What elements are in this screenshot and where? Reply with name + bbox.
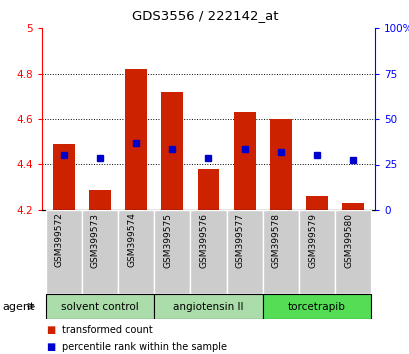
Text: GSM399573: GSM399573 — [91, 212, 100, 268]
Bar — [53, 144, 74, 210]
Text: ■: ■ — [46, 342, 55, 352]
Bar — [335, 210, 371, 294]
Text: GSM399577: GSM399577 — [235, 212, 244, 268]
Text: GSM399579: GSM399579 — [307, 212, 316, 268]
Bar — [161, 92, 183, 210]
Text: angiotensin II: angiotensin II — [173, 302, 243, 312]
Text: torcetrapib: torcetrapib — [288, 302, 345, 312]
Text: solvent control: solvent control — [61, 302, 139, 312]
Bar — [45, 294, 154, 319]
Bar — [262, 210, 298, 294]
Text: GSM399575: GSM399575 — [163, 212, 172, 268]
Text: GSM399574: GSM399574 — [127, 212, 136, 267]
Bar — [82, 210, 118, 294]
Text: transformed count: transformed count — [61, 325, 152, 335]
Bar — [190, 210, 226, 294]
Text: GSM399576: GSM399576 — [199, 212, 208, 268]
Bar — [89, 189, 110, 210]
Text: ■: ■ — [46, 325, 55, 335]
Text: GSM399578: GSM399578 — [271, 212, 280, 268]
Bar — [197, 169, 219, 210]
Bar — [154, 294, 262, 319]
Bar — [262, 294, 371, 319]
Bar — [270, 119, 291, 210]
Bar — [306, 196, 327, 210]
Bar — [233, 112, 255, 210]
Bar — [45, 210, 82, 294]
Text: GDS3556 / 222142_at: GDS3556 / 222142_at — [131, 9, 278, 22]
Text: percentile rank within the sample: percentile rank within the sample — [61, 342, 226, 352]
Text: agent: agent — [2, 302, 34, 312]
Bar — [154, 210, 190, 294]
Text: GSM399580: GSM399580 — [344, 212, 353, 268]
Bar — [226, 210, 262, 294]
Text: GSM399572: GSM399572 — [54, 212, 63, 267]
Bar — [125, 69, 146, 210]
Bar — [342, 203, 363, 210]
Bar — [298, 210, 335, 294]
Bar — [118, 210, 154, 294]
